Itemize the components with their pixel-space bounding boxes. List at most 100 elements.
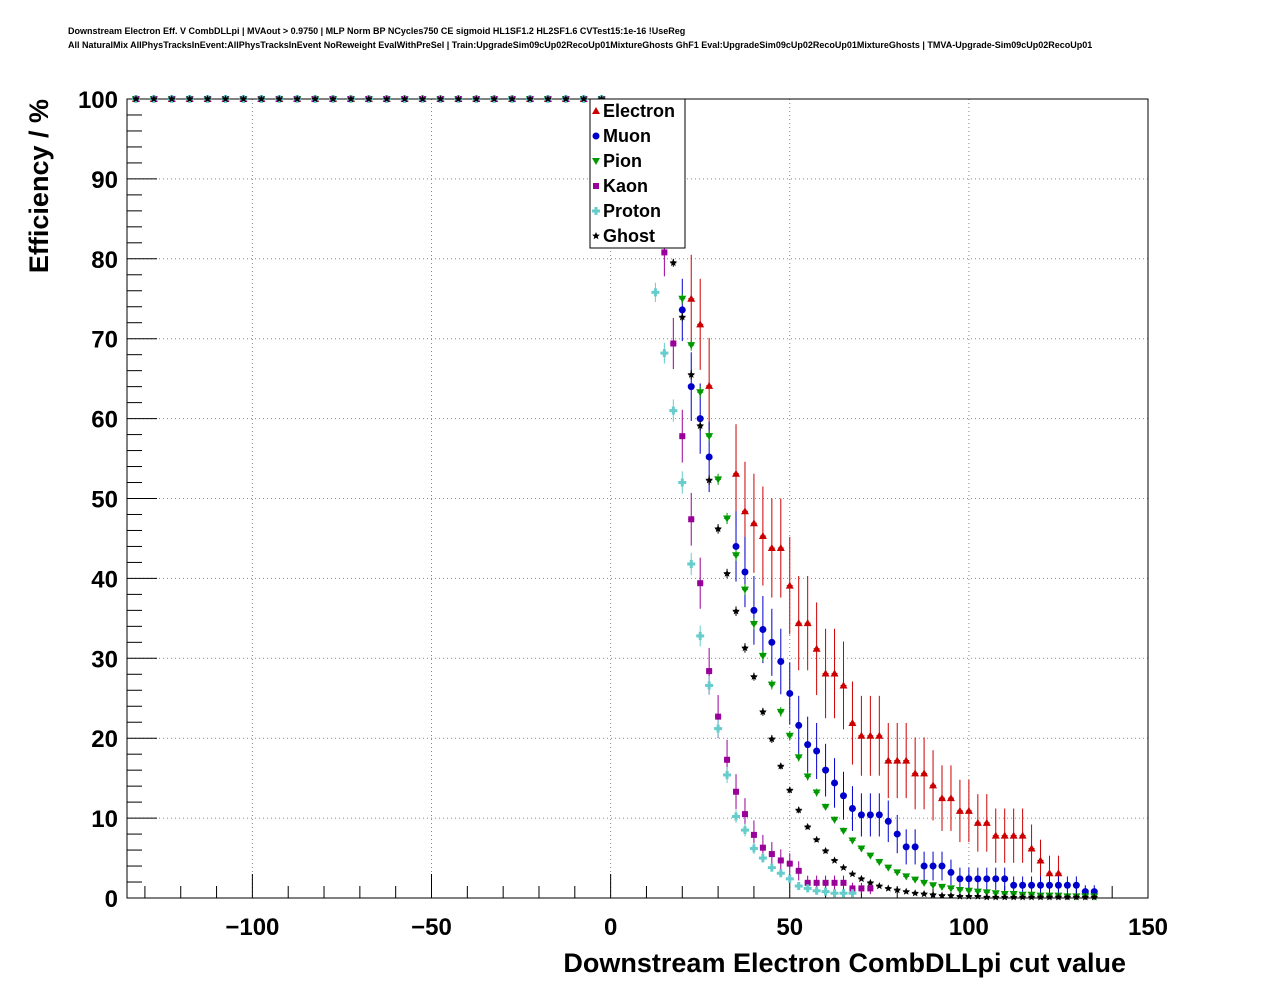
kaon-point bbox=[849, 885, 856, 892]
ghost-point bbox=[732, 607, 740, 615]
ghost-point bbox=[884, 884, 893, 892]
pion-point bbox=[794, 754, 803, 762]
kaon-point bbox=[777, 857, 784, 864]
muon-point bbox=[1001, 875, 1009, 883]
proton-point bbox=[812, 886, 821, 895]
muon-point bbox=[866, 811, 874, 819]
electron-point bbox=[740, 507, 749, 515]
ghost-point bbox=[741, 643, 749, 652]
proton-point bbox=[794, 882, 803, 891]
series-ghost bbox=[132, 95, 1099, 901]
kaon-point bbox=[795, 867, 802, 874]
electron-point bbox=[776, 544, 785, 552]
ghost-point bbox=[526, 95, 534, 103]
proton-point bbox=[758, 854, 767, 863]
x-axis-label: Downstream Electron CombDLLpi cut value bbox=[563, 948, 1126, 978]
y-tick-labels: 0 10 20 30 40 50 60 70 80 90 100 bbox=[78, 87, 118, 913]
pion-point bbox=[749, 620, 758, 628]
muon-point bbox=[875, 811, 883, 819]
ghost-point bbox=[239, 95, 248, 103]
ghost-point bbox=[786, 786, 794, 794]
proton-point bbox=[705, 681, 714, 690]
muon-point bbox=[1072, 881, 1080, 889]
electron-point bbox=[732, 469, 741, 477]
muon-point bbox=[992, 875, 1000, 883]
y-tick-label: 40 bbox=[91, 566, 118, 593]
ghost-point bbox=[866, 878, 875, 887]
muon-point bbox=[983, 875, 991, 883]
pion-point bbox=[893, 869, 902, 877]
kaon-point bbox=[679, 433, 686, 440]
marker-part bbox=[806, 884, 810, 893]
proton-point bbox=[696, 631, 705, 640]
muon-point bbox=[696, 415, 704, 423]
ghost-point bbox=[669, 258, 678, 266]
legend-label-electron: Electron bbox=[603, 101, 675, 121]
legend: Electron Muon Pion Kaon Proton Ghost bbox=[589, 98, 686, 249]
legend-label-ghost: Ghost bbox=[603, 226, 655, 246]
kaon-point bbox=[858, 885, 865, 892]
marker-part bbox=[671, 406, 675, 415]
legend-label-proton: Proton bbox=[603, 201, 661, 221]
muon-point bbox=[956, 875, 964, 883]
kaon-point bbox=[768, 851, 775, 858]
ghost-point bbox=[1072, 893, 1081, 901]
pion-point bbox=[848, 837, 857, 845]
marker-part bbox=[761, 854, 765, 863]
kaon-point bbox=[733, 788, 740, 795]
muon-point bbox=[786, 689, 794, 697]
proton-point bbox=[678, 478, 687, 487]
x-tick-label: −100 bbox=[225, 914, 279, 941]
data-series bbox=[131, 95, 1099, 901]
electron-point bbox=[767, 544, 776, 552]
muon-point bbox=[1045, 881, 1053, 889]
pion-point bbox=[678, 295, 687, 303]
pion-point bbox=[973, 888, 982, 896]
electron-point bbox=[893, 756, 902, 764]
electron-point bbox=[991, 831, 1000, 839]
marker-part bbox=[743, 826, 747, 835]
ghost-point bbox=[768, 735, 776, 743]
electron-point bbox=[803, 619, 812, 627]
electron-point bbox=[1018, 831, 1027, 839]
kaon-point bbox=[831, 879, 838, 886]
ghost-point bbox=[911, 889, 919, 897]
kaon-point bbox=[822, 879, 829, 886]
ghost-point bbox=[974, 892, 982, 900]
chart-title-line-2: All NaturalMix AllPhysTracksInEvent:AllP… bbox=[68, 40, 1092, 50]
muon-point bbox=[974, 875, 982, 883]
ghost-point bbox=[893, 886, 901, 894]
muon-point bbox=[947, 868, 955, 876]
y-tick-label: 50 bbox=[91, 487, 118, 514]
electron-point bbox=[848, 719, 857, 727]
kaon-point bbox=[715, 713, 722, 720]
pion-point bbox=[875, 859, 884, 867]
marker-part bbox=[734, 812, 738, 821]
axis-ticks bbox=[127, 98, 1149, 899]
marker-part bbox=[850, 889, 854, 898]
ghost-point bbox=[1054, 893, 1063, 901]
electron-point bbox=[705, 381, 714, 389]
ghost-point bbox=[1090, 893, 1099, 901]
y-tick-label: 20 bbox=[91, 726, 118, 753]
pion-point bbox=[714, 476, 723, 484]
marker-part bbox=[770, 863, 774, 872]
muon-point bbox=[1090, 888, 1098, 896]
marker-part bbox=[841, 889, 845, 898]
marker-part bbox=[689, 560, 693, 569]
electron-point bbox=[1000, 831, 1009, 839]
y-tick-label: 60 bbox=[91, 407, 118, 434]
ghost-point bbox=[203, 95, 212, 103]
electron-point bbox=[758, 532, 767, 540]
electron-point bbox=[785, 581, 794, 589]
muon-point bbox=[1063, 881, 1071, 889]
muon-point bbox=[804, 741, 812, 749]
electron-point bbox=[884, 756, 893, 764]
proton-point bbox=[749, 844, 758, 853]
muon-point bbox=[822, 766, 830, 774]
pion-point bbox=[830, 816, 839, 824]
marker-part bbox=[594, 207, 598, 215]
ghost-point bbox=[132, 95, 140, 103]
pion-point bbox=[955, 887, 964, 895]
marker-part bbox=[698, 631, 702, 640]
